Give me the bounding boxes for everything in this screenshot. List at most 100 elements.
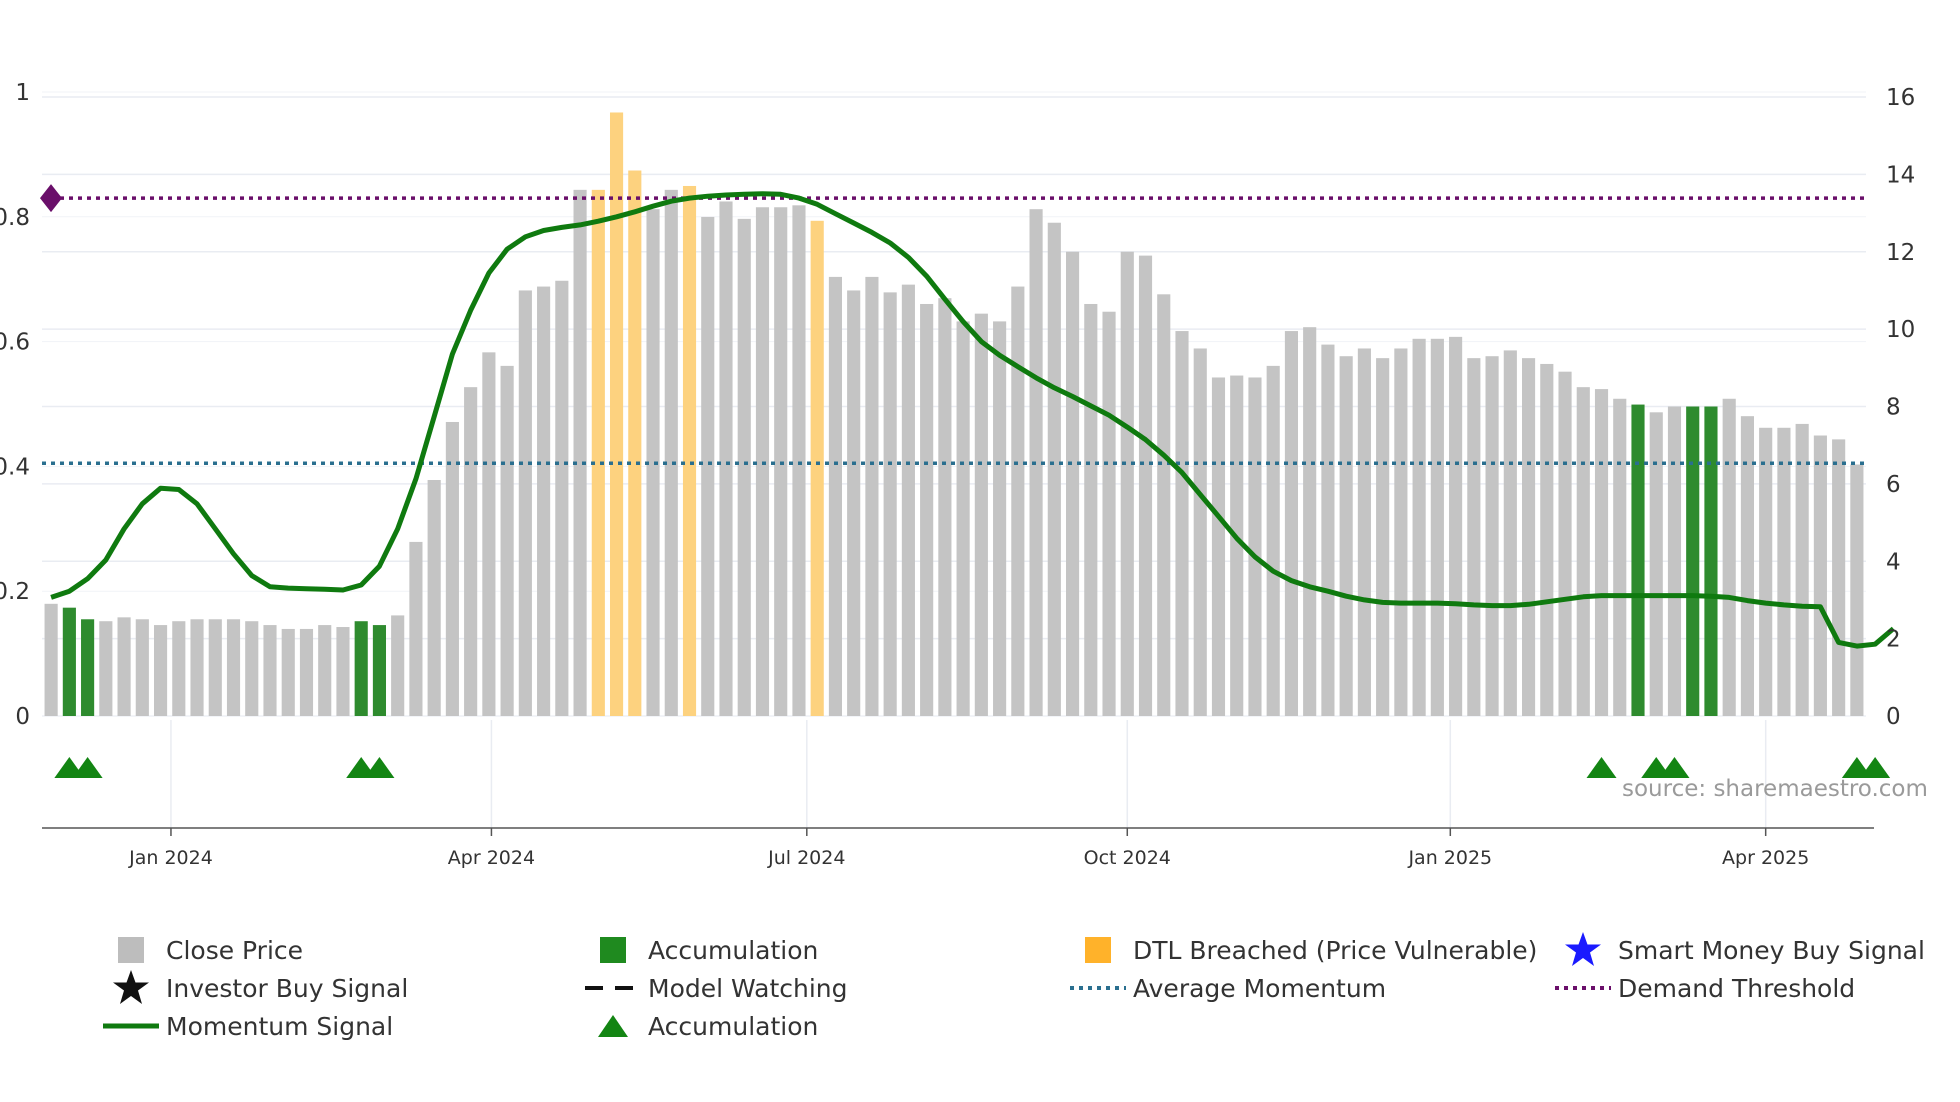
bar-close [208,619,222,716]
bar-acc [1704,406,1718,716]
right-tick-label: 2 [1886,627,1901,653]
right-tick-label: 0 [1886,704,1901,730]
bar-close [336,627,350,716]
bar-close [1449,336,1463,716]
bar-close [281,628,295,716]
bar-close [1376,358,1390,716]
bar-acc [354,621,368,716]
bar-close [865,276,879,716]
bar-close [1175,331,1189,716]
x-tick-label: Apr 2025 [1722,847,1809,869]
bar-close [245,621,259,716]
bar-close [1722,398,1736,716]
x-axis-ticks: Jan 2024 Apr 2024 Jul 2024 Oct 2024 Jan 2025… [128,847,1809,869]
bar-close [99,621,113,716]
bar-dtl [609,112,624,717]
x-tick-label: Jan 2024 [128,847,213,869]
bar-close [1230,375,1244,716]
right-tick-label: 12 [1886,240,1915,266]
bar-close [1777,427,1791,716]
right-tick-label: 16 [1886,85,1915,111]
bar-close [1521,358,1536,716]
bar-close [1467,358,1481,716]
bar-close [1503,350,1517,716]
bar-close [409,541,423,716]
bar-close [1430,338,1444,716]
bar-close [1667,406,1682,716]
accumulation-triangle-icon [1860,757,1891,778]
x-tick-label: Apr 2024 [448,847,535,869]
bar-close [993,321,1007,716]
bar-close [1339,356,1353,716]
bar-close [482,352,496,716]
bar-close [701,216,715,716]
accumulation-triangle-icon [1659,757,1690,778]
bar-close [190,619,204,716]
bar-close [1321,344,1335,716]
bar-close [719,201,733,717]
bar-close [1157,294,1171,716]
close-price-bars [44,112,1864,717]
bar-close [1576,387,1590,716]
bar-close [391,615,405,716]
bar-close [1120,251,1134,716]
bar-acc [1631,404,1645,716]
bar-close [1485,356,1499,716]
bar-close [172,621,186,716]
bar-close [901,284,915,716]
bar-close [1412,338,1426,716]
left-tick-label: 1 [15,80,30,106]
left-tick-label: 0 [15,704,30,730]
signal-panel [42,720,1891,836]
bar-close [1102,311,1116,716]
reference-lines [40,184,1896,649]
left-tick-label: 0.8 [0,205,30,231]
gridlines [42,91,1866,717]
right-tick-label: 8 [1886,395,1901,421]
x-tick-label: Jul 2024 [767,847,845,869]
x-tick-label: Jan 2025 [1407,847,1492,869]
right-tick-label: 10 [1886,317,1915,343]
source-label: source: sharemaestro.com [1622,776,1928,802]
bar-close [828,276,843,716]
bar-close [537,286,551,716]
bar-close [737,218,751,716]
right-tick-label: 6 [1886,472,1901,498]
left-tick-label: 0.6 [0,330,30,356]
bar-close [883,292,897,716]
bar-close [226,619,241,716]
bar-close [1211,377,1226,716]
bar-close [1850,464,1864,716]
bar-acc [62,607,76,716]
bar-close [263,625,277,716]
bar-acc [81,619,95,716]
bar-close [664,189,678,717]
bar-close [1759,427,1773,716]
left-tick-label: 0.4 [0,454,30,480]
bar-close [1047,222,1061,716]
bar-close [117,617,131,716]
bar-close [1284,331,1299,716]
bar-close [1065,251,1080,716]
bar-close [1795,423,1809,716]
bar-close [1303,327,1317,716]
bar-close [1613,398,1627,716]
bar-acc [372,625,387,716]
bar-close [518,290,532,716]
bar-dtl [682,185,697,716]
bar-close [464,387,478,716]
x-tick-label: Oct 2024 [1084,847,1171,869]
left-tick-label: 0.2 [0,579,30,605]
bar-close [153,625,168,716]
bar-close [1357,348,1371,716]
bar-close [555,280,569,716]
bar-close [1029,209,1043,716]
bar-close [318,625,332,716]
bar-close [1540,363,1554,716]
bar-close [920,303,934,716]
bar-dtl [591,189,605,717]
right-axis-ticks: 0 2 4 6 8 10 12 14 16 [1886,85,1915,730]
bar-dtl [810,220,824,717]
bar-close [792,205,806,716]
momentum-signal-line [50,191,1896,649]
